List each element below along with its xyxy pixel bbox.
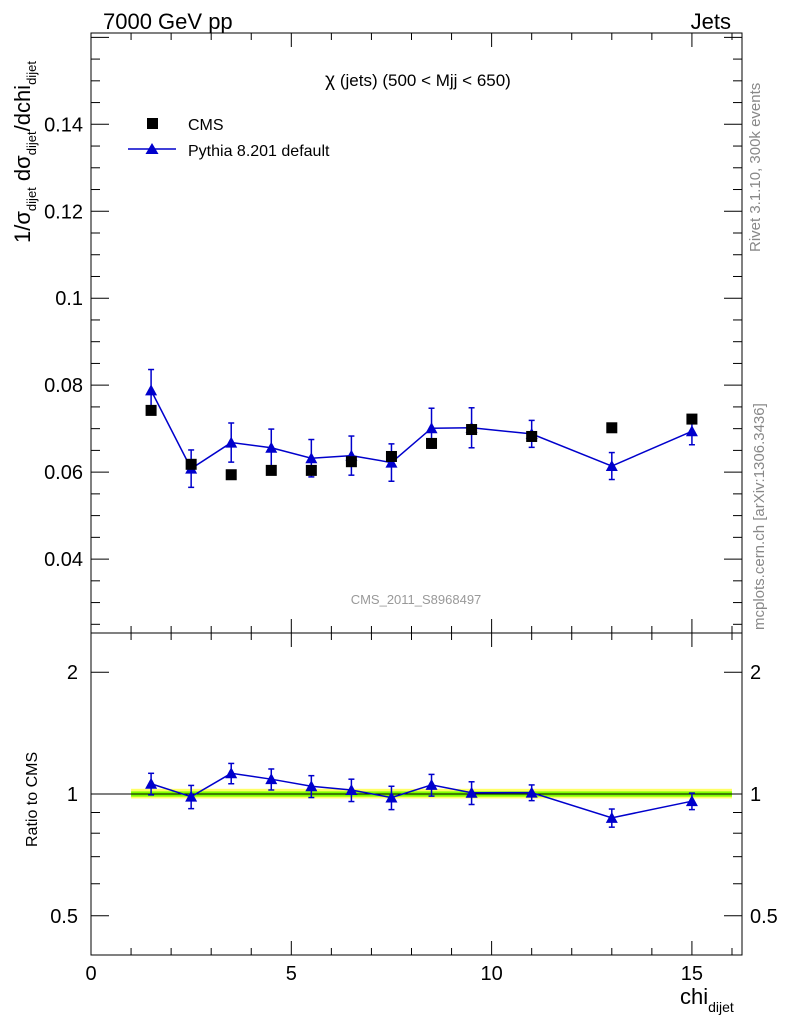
cms-point (305, 464, 317, 476)
analysis-watermark: CMS_2011_S8968497 (351, 592, 482, 607)
x-axis-label-sub: dijet (708, 999, 734, 1015)
header-right: Jets (691, 9, 731, 34)
ratio-pythia-point (425, 778, 438, 790)
x-tick-label: 10 (480, 963, 502, 985)
y-tick-label: 0.14 (44, 114, 83, 136)
ratio-y-axis-label: Ratio to CMS (24, 752, 41, 847)
cms-point (426, 437, 438, 449)
ratio-pythia-point (225, 767, 238, 779)
cms-point (686, 413, 698, 425)
main-y-axis-label: 1/σdijet dσdijet/dchidijet (10, 61, 39, 243)
cms-point (345, 456, 357, 468)
y-tick-label: 0.12 (44, 201, 83, 223)
y-tick-label: 0.06 (44, 462, 83, 484)
pythia-point (685, 425, 698, 437)
ratio-y-tick-label: 2 (67, 662, 78, 684)
cms-point (265, 464, 277, 476)
x-axis-label-main: chi (680, 984, 708, 1009)
legend-cms-marker (147, 118, 158, 129)
legend: CMS Pythia 8.201 default (128, 117, 330, 160)
ratio-pythia-point (185, 790, 198, 802)
rivet-label: Rivet 3.1.10, 300k events (747, 83, 764, 252)
ratio-pythia-line (150, 772, 693, 819)
pythia-point (265, 441, 278, 453)
ratio-pythia-point (525, 786, 538, 798)
y-tick-label: 0.04 (44, 549, 83, 571)
cms-point (225, 469, 237, 481)
x-tick-label: 15 (681, 963, 703, 985)
cms-point (466, 424, 478, 436)
ratio-y-tick-label-right: 1 (750, 784, 761, 806)
ratio-pythia-point (465, 786, 478, 798)
pythia-point (225, 436, 238, 448)
ratio-pythia-point (145, 777, 158, 789)
ratio-pythia-point (685, 795, 698, 807)
ratio-pythia-point (305, 780, 318, 792)
cms-point (385, 450, 397, 462)
x-axis-label: chidijet (680, 984, 734, 1015)
y-tick-label: 0.1 (55, 288, 83, 310)
cms-point (526, 430, 538, 442)
cms-point (145, 404, 157, 416)
pythia-point (605, 460, 618, 472)
ratio-y-tick-label-right: 2 (750, 662, 761, 684)
x-tick-label: 5 (286, 963, 297, 985)
pythia-point (305, 452, 318, 464)
ratio-pythia-point (345, 784, 358, 796)
pythia-point (145, 384, 158, 396)
ratio-y-tick-label: 1 (67, 784, 78, 806)
ratio-pythia-point (385, 791, 398, 803)
legend-pythia-marker (145, 143, 159, 154)
plot-title: χ (jets) (500 < Mjj < 650) (325, 70, 511, 91)
ratio-y-tick-label: 0.5 (50, 906, 78, 928)
mcplots-label: mcplots.cern.ch [arXiv:1306.3436] (751, 403, 768, 630)
ratio-y-tick-label-right: 0.5 (750, 906, 778, 928)
ratio-pythia-point (265, 773, 278, 785)
plot-title-chi: χ (325, 70, 335, 91)
pythia-point (425, 422, 438, 434)
pythia-line (150, 390, 693, 470)
pythia-point (385, 456, 398, 468)
cms-point (185, 458, 197, 470)
legend-cms-label: CMS (188, 117, 224, 134)
y-tick-label: 0.08 (44, 375, 83, 397)
legend-pythia-label: Pythia 8.201 default (188, 143, 330, 160)
cms-point (606, 422, 618, 434)
header-left: 7000 GeV pp (103, 9, 233, 34)
ratio-pythia-point (605, 811, 618, 823)
plot-title-text: (jets) (500 < Mjj < 650) (335, 71, 511, 90)
x-tick-label: 0 (85, 963, 96, 985)
